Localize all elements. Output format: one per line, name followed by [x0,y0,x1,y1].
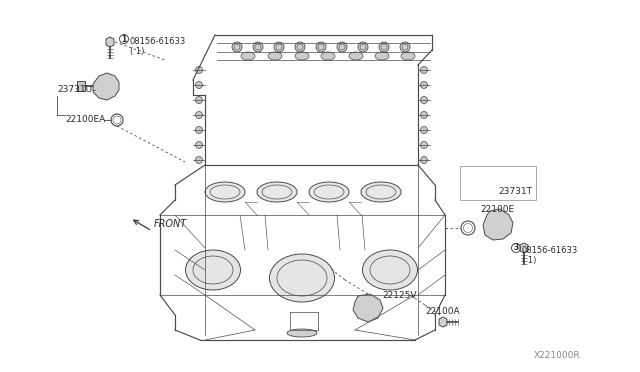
Circle shape [420,126,428,134]
Ellipse shape [257,182,297,202]
Text: 08156-61633
( 1): 08156-61633 ( 1) [522,246,579,265]
Ellipse shape [186,250,241,290]
Circle shape [358,42,368,52]
Circle shape [295,42,305,52]
Circle shape [420,141,428,148]
Circle shape [316,42,326,52]
Ellipse shape [269,254,335,302]
Polygon shape [520,243,528,253]
Circle shape [195,112,202,119]
Text: 22100EA: 22100EA [65,115,105,125]
Ellipse shape [361,182,401,202]
Polygon shape [106,37,114,47]
Circle shape [420,81,428,89]
Polygon shape [93,73,119,100]
Circle shape [420,157,428,164]
Circle shape [337,42,347,52]
Text: 23731U: 23731U [57,86,92,94]
Circle shape [253,42,263,52]
Text: FRONT: FRONT [154,219,188,229]
Ellipse shape [205,182,245,202]
Circle shape [400,42,410,52]
Text: 08156-61633
( 1): 08156-61633 ( 1) [130,37,186,57]
Text: 23731T: 23731T [498,187,532,196]
Circle shape [195,126,202,134]
Ellipse shape [295,52,309,60]
Text: 3: 3 [513,244,518,253]
Circle shape [195,157,202,164]
Ellipse shape [268,52,282,60]
Text: 22125V: 22125V [382,291,417,299]
Polygon shape [439,317,447,327]
Circle shape [274,42,284,52]
Text: 22100A: 22100A [425,308,460,317]
Ellipse shape [349,52,363,60]
Ellipse shape [241,52,255,60]
Ellipse shape [321,52,335,60]
Text: X221000R: X221000R [533,351,580,360]
Circle shape [379,42,389,52]
Circle shape [420,67,428,74]
Circle shape [420,112,428,119]
Polygon shape [483,209,513,240]
Polygon shape [353,294,383,322]
Ellipse shape [362,250,417,290]
Ellipse shape [375,52,389,60]
FancyBboxPatch shape [77,81,85,91]
Circle shape [232,42,242,52]
Ellipse shape [287,329,317,337]
Circle shape [420,96,428,103]
Circle shape [195,67,202,74]
Ellipse shape [401,52,415,60]
Text: 22100E: 22100E [480,205,514,215]
Ellipse shape [309,182,349,202]
Circle shape [195,81,202,89]
Text: 1: 1 [122,35,127,44]
Circle shape [195,96,202,103]
Circle shape [195,141,202,148]
